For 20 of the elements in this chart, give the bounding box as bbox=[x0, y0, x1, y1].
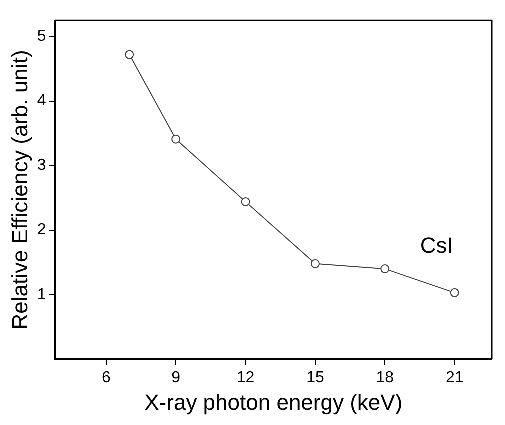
x-tick-label: 18 bbox=[376, 369, 394, 386]
y-tick-label: 5 bbox=[37, 28, 46, 46]
y-tick-label: 2 bbox=[37, 222, 46, 239]
y-axis-title: Relative Efficiency (arb. unit) bbox=[7, 50, 32, 330]
series-label: CsI bbox=[420, 232, 454, 258]
y-tick-label: 3 bbox=[37, 157, 46, 174]
x-axis-title: X-ray photon energy (keV) bbox=[144, 390, 403, 415]
x-tick-label: 12 bbox=[236, 369, 255, 386]
x-tick-label: 6 bbox=[102, 369, 111, 386]
x-tick-label: 21 bbox=[446, 369, 464, 386]
x-tick-label: 9 bbox=[172, 369, 181, 386]
point bbox=[450, 288, 460, 298]
point bbox=[380, 264, 390, 274]
point bbox=[241, 197, 250, 206]
y-tick-label: 4 bbox=[37, 92, 46, 110]
y-tick-label: 1 bbox=[37, 286, 46, 304]
point bbox=[310, 259, 320, 268]
point bbox=[172, 134, 181, 144]
point bbox=[125, 50, 134, 60]
x-tick-label: 15 bbox=[306, 369, 324, 386]
